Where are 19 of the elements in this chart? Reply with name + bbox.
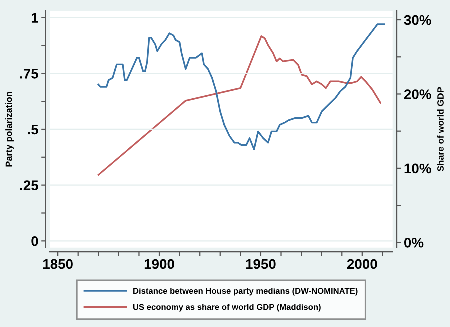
y-tick-label: 0 xyxy=(32,236,38,246)
y-tick-label: .5 xyxy=(28,124,38,135)
y2-tick-label: 20% xyxy=(404,90,432,100)
y2-tick-label: 30% xyxy=(404,15,432,26)
y-tick-label: .75 xyxy=(20,69,38,79)
y2-tick-label: 10% xyxy=(404,164,432,174)
legend-label: US economy as share of world GDP (Maddison) xyxy=(133,304,321,312)
y2-tick-label: 0% xyxy=(404,238,424,248)
x-tick-label: 1850 xyxy=(43,259,73,270)
y-tick-label: .25 xyxy=(20,180,38,190)
x-tick-label: 1950 xyxy=(246,259,276,270)
y2-axis-title: Share of world GDP xyxy=(437,87,444,172)
y-tick-label: 1 xyxy=(32,13,38,23)
x-tick-label: 1900 xyxy=(144,259,174,270)
x-tick-label: 2000 xyxy=(347,259,378,270)
line-series xyxy=(98,36,382,176)
y-axis-title: Party polarization xyxy=(6,92,14,167)
line-series xyxy=(98,24,386,150)
legend-label: Distance between House party medians (DW-NOMINATE) xyxy=(134,288,358,296)
